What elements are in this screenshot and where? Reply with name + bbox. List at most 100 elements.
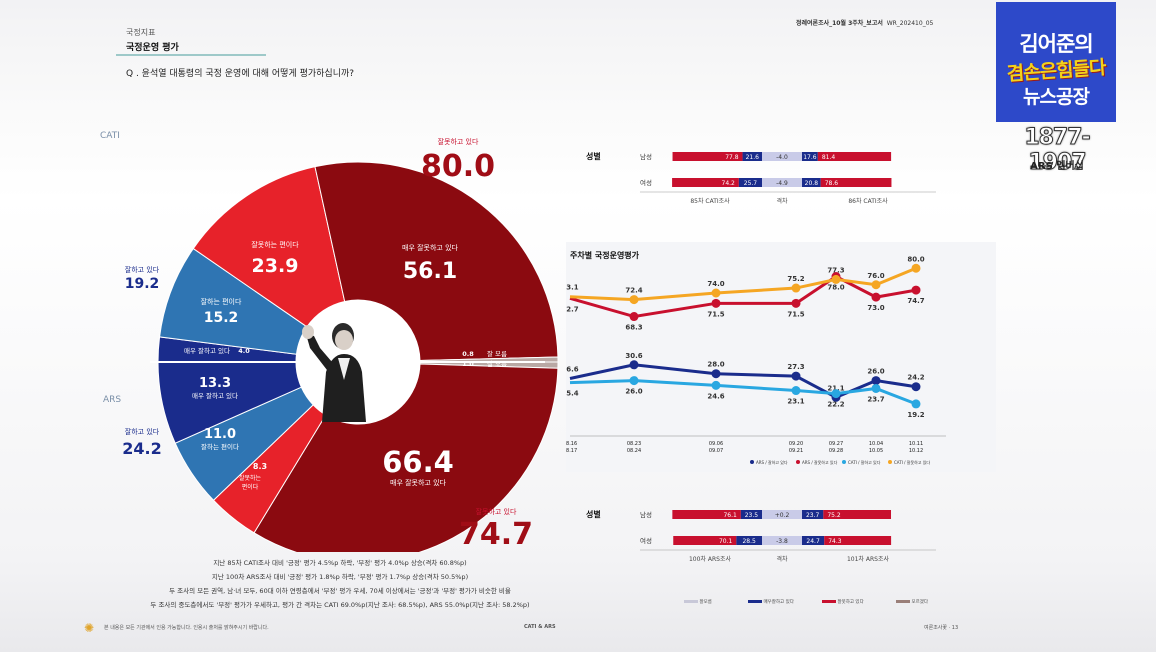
cur-pos-value: 17.6: [803, 154, 817, 161]
data-label: 21.1: [827, 384, 844, 392]
diff-value: -4.9: [776, 180, 788, 187]
legend-item: 모르겠다: [896, 599, 928, 605]
ars-dk-label: 잘 모름: [487, 360, 507, 368]
data-point: [629, 312, 639, 322]
data-point: [791, 298, 801, 308]
data-label: 26.0: [625, 388, 642, 396]
sun-logo-icon: ✺: [84, 621, 95, 635]
x-tick-label: 09.28: [829, 448, 843, 454]
data-point: [911, 399, 921, 409]
legend-marker: [750, 460, 754, 464]
x-tick-label: 09.21: [789, 448, 803, 454]
data-label: 68.3: [625, 324, 642, 332]
cati-neg-value: 23.9: [252, 255, 299, 277]
data-label: 22.2: [827, 401, 844, 409]
data-point: [629, 376, 639, 386]
cur-neg-bar: [824, 536, 892, 545]
data-label: 23.1: [787, 398, 804, 406]
cur-neg-bar: [817, 152, 892, 161]
footnote-line: 두 조사의 모든 권역, 남·녀 모두, 60대 이하 연령층에서 '부정' 평…: [169, 587, 511, 595]
data-label: 76.0: [867, 272, 884, 280]
prev-pos-bar: [740, 510, 762, 519]
prev-neg-value: 74.2: [722, 180, 736, 187]
legend-text: 잘못하고 있다: [837, 600, 864, 605]
prev-pos-bar: [742, 152, 762, 161]
cati-negative-total: 80.0: [421, 149, 495, 184]
col-prev-label: 85차 CATI조사: [690, 197, 730, 205]
data-point: [791, 371, 801, 381]
cur-neg-bar: [820, 178, 892, 187]
donut-chart: CATI ARS 잘못하고 있다 80.0 잘못하고 있다 74.7 잘하고 있…: [100, 131, 559, 552]
legend-label: CATI / 잘못하고 있다: [894, 459, 930, 465]
ars-pos-value: 11.0: [204, 427, 236, 442]
data-label: 23.7: [867, 395, 884, 403]
x-tick-label: 10.04: [869, 441, 883, 447]
cati-dk-value: 0.8: [462, 350, 474, 358]
chart-title: 주차별 국정운영평가: [570, 250, 640, 260]
legend-marker: [888, 460, 892, 464]
cati-negative-label: 잘못하고 있다: [438, 137, 479, 146]
cati-vneg-label: 매우 잘못하고 있다: [402, 243, 459, 252]
cur-pos-value: 24.7: [806, 538, 820, 545]
cati-label: CATI: [100, 131, 120, 141]
x-tick-label: 08.23: [627, 441, 641, 447]
prev-neg-value: 70.1: [719, 538, 733, 545]
col-cur-label: 101차 ARS조사: [847, 555, 889, 563]
col-prev-label: 100차 ARS조사: [689, 555, 731, 563]
cati-positive-label: 잘하고 있다: [125, 265, 160, 274]
legend-item: 잘모름: [684, 599, 712, 605]
prev-neg-value: 77.8: [725, 154, 739, 161]
legend-item: 잘못하고 있다: [822, 599, 864, 605]
data-point: [831, 274, 841, 284]
gender-cati-table: 성별 남성 77.8 21.6 -4.0 17.6 81.4 여성 74.2 25.7 -4.9 20…: [586, 151, 936, 205]
legend-swatch: [684, 600, 698, 603]
legend-swatch: [896, 600, 910, 603]
cur-neg-value: 75.2: [827, 512, 841, 519]
data-label: 24.2: [907, 374, 924, 382]
prev-neg-bar: [672, 178, 739, 187]
data-label: 19.2: [907, 411, 924, 419]
data-label: 73.0: [867, 304, 884, 312]
diff-cell: [762, 152, 802, 161]
prev-neg-bar: [672, 152, 743, 161]
data-point: [629, 295, 639, 305]
prev-pos-bar: [736, 536, 762, 545]
data-label: 72.7: [566, 305, 579, 313]
ars-pos-label: 잘하는 편이다: [201, 442, 239, 451]
prev-pos-value: 23.5: [745, 512, 759, 519]
ars-label: ARS: [103, 395, 121, 405]
ars-neg-value: 8.3: [253, 462, 267, 471]
legend-label: ARS / 잘못하고 있다: [802, 459, 838, 465]
data-label: 74.0: [707, 280, 724, 288]
cati-vpos-value: 4.0: [238, 347, 250, 355]
ars-neg-label2: 편이다: [242, 483, 259, 491]
cur-neg-bar: [823, 510, 892, 519]
footer: ✺ 본 내용은 모든 기관에서 인용 가능합니다. 인용시 출처를 밝혀주시기 …: [84, 615, 1044, 635]
ars-vpos-label: 매우 잘하고 있다: [192, 391, 238, 400]
data-label: 25.4: [566, 390, 579, 398]
ars-neg-label1: 잘못하는: [239, 474, 262, 482]
col-diff-label: 격차: [776, 197, 788, 205]
x-tick-label: 09.27: [829, 441, 843, 447]
report-code: WR_202410_05: [886, 20, 934, 27]
ars-vneg-value: 66.4: [382, 445, 454, 479]
ars-dk-value: 1.0: [462, 360, 474, 368]
cati-dk-label: 잘 모름: [487, 350, 507, 358]
x-tick-label: 09.07: [709, 448, 723, 454]
cur-pos-bar: [802, 178, 821, 187]
legend-marker: [796, 460, 800, 464]
data-label: 27.3: [787, 363, 804, 371]
logo-line1: 김어준의: [1019, 32, 1093, 56]
report-id: 정례여론조사_10월 3주차_보고서 WR_202410_05: [796, 18, 933, 27]
cati-vneg-value: 56.1: [403, 259, 457, 284]
prev-pos-value: 25.7: [744, 180, 758, 187]
x-tick-label: 09.06: [709, 441, 723, 447]
data-point: [911, 285, 921, 295]
cur-pos-bar: [802, 536, 825, 545]
legend-marker: [842, 460, 846, 464]
data-label: 28.0: [707, 361, 724, 369]
col-diff-label: 격차: [776, 555, 788, 563]
diff-value: -3.8: [776, 538, 788, 545]
cur-neg-value: 81.4: [822, 154, 836, 161]
